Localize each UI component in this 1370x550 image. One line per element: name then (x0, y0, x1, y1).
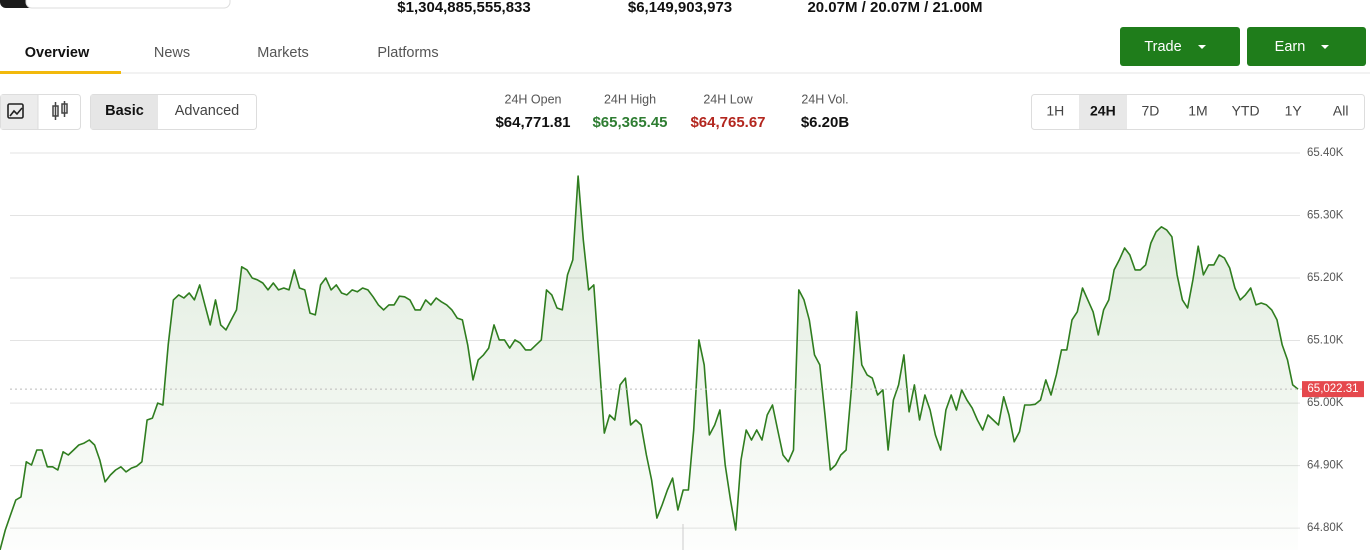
stat-value: $6.20B (801, 114, 850, 131)
tab-underline (0, 71, 121, 74)
chart: 64.80K 64.90K 65.00K 65.10K 65.20K 65.30K 65.4… (0, 147, 1364, 550)
area (0, 176, 1298, 550)
range-option[interactable]: 24H (1090, 103, 1116, 119)
button-label: Trade (1144, 39, 1181, 55)
stat-label: 24H Low (703, 92, 753, 106)
range-option[interactable]: 1M (1188, 103, 1207, 119)
y-tick-label: 64.90K (1307, 460, 1344, 472)
price-marker-label: 65,022.31 (1307, 383, 1358, 395)
y-tick-label: 64.80K (1307, 522, 1344, 534)
view-option[interactable]: Advanced (175, 103, 240, 119)
price-marker-badge (1302, 381, 1364, 398)
y-tick-label: 65.40K (1307, 147, 1344, 159)
range-options: 1H 24H 7D 1M YTD 1Y All (1046, 103, 1348, 119)
range-option[interactable]: 1Y (1285, 103, 1303, 119)
view-option[interactable]: Basic (105, 103, 144, 119)
caret (1198, 45, 1206, 49)
stat-label: 24H Vol. (801, 92, 848, 106)
range-option[interactable]: 7D (1141, 103, 1159, 119)
price-line (0, 175, 1299, 550)
stat-value: $64,771.81 (495, 114, 570, 131)
supply: 20.07M / 20.07M / 21.00M (807, 0, 982, 16)
range-option[interactable]: YTD (1232, 103, 1260, 119)
caret (1321, 45, 1329, 49)
stat-value: $64,765.67 (690, 114, 765, 131)
button-bg (1247, 27, 1366, 66)
stat-label: 24H Open (505, 92, 562, 106)
y-tick-label: 65.20K (1307, 272, 1344, 284)
search-box[interactable] (25, 0, 231, 9)
tab[interactable]: Markets (257, 45, 309, 61)
stat-label: 24H High (604, 92, 656, 106)
y-tick-label: 65.00K (1307, 397, 1344, 409)
button-label: Earn (1275, 39, 1306, 55)
view-active (91, 95, 158, 129)
range-option[interactable]: All (1333, 103, 1349, 119)
tab[interactable]: Overview (25, 45, 90, 61)
range-active (1079, 95, 1127, 129)
button-bg (1120, 27, 1240, 66)
y-tick-label: 65.30K (1307, 210, 1344, 222)
trade-button[interactable]: Trade (1120, 27, 1240, 66)
line-icon (7, 103, 24, 119)
range-option[interactable]: 1H (1046, 103, 1064, 119)
y-tick-label: 65.10K (1307, 335, 1344, 347)
candle-icon[interactable] (52, 101, 68, 120)
tab[interactable]: Platforms (377, 45, 438, 61)
tab[interactable]: News (154, 45, 190, 61)
market-cap: $1,304,885,555,833 (397, 0, 530, 16)
stat-value: $65,365.45 (592, 114, 667, 131)
volume: $6,149,903,973 (628, 0, 732, 16)
earn-button[interactable]: Earn (1247, 27, 1366, 66)
